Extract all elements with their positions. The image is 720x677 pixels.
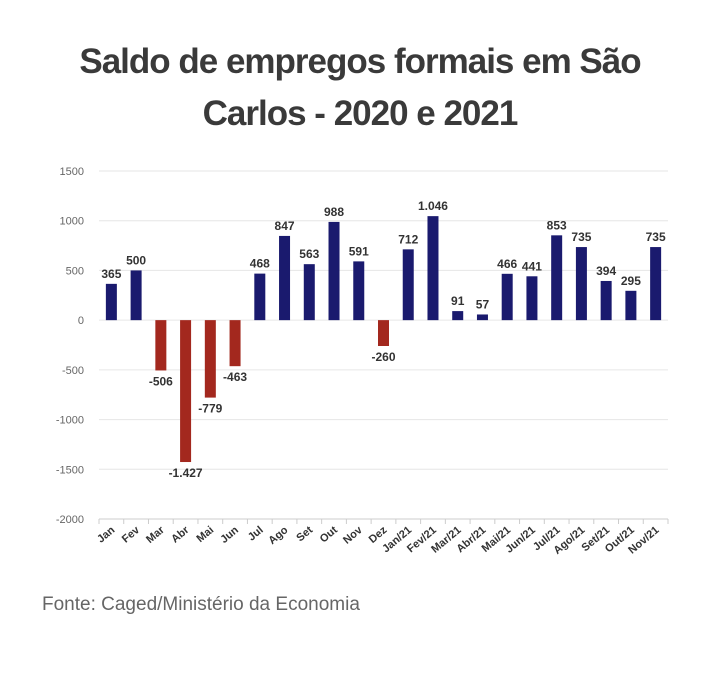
bars <box>105 216 662 463</box>
x-tick-label: Set <box>294 524 315 544</box>
data-label: 468 <box>250 257 270 271</box>
chart-title: Saldo de empregos formais em São Carlos … <box>79 42 641 133</box>
bar-set <box>303 264 315 321</box>
bar-abr-21 <box>476 314 488 321</box>
data-label: 394 <box>596 264 616 278</box>
x-tick-label: Jan <box>95 524 117 546</box>
bar-ago <box>279 235 291 321</box>
data-label: -779 <box>198 402 222 416</box>
x-tick-label: Fev <box>120 524 143 546</box>
bar-nov-21 <box>650 247 662 321</box>
data-label: 441 <box>522 259 542 273</box>
bar-jun <box>229 320 241 367</box>
data-label: -260 <box>371 350 395 364</box>
data-label: 500 <box>126 253 146 267</box>
x-tick-label: Mar <box>144 524 167 546</box>
y-tick-label: 1000 <box>60 216 84 228</box>
data-label: 591 <box>349 244 369 258</box>
data-label: 466 <box>497 257 517 271</box>
data-label: 712 <box>398 232 418 246</box>
data-label: 295 <box>621 274 641 288</box>
bar-jan-21 <box>402 249 414 321</box>
data-label: 563 <box>299 247 319 261</box>
data-label: 91 <box>451 294 465 308</box>
y-tick-label: -1500 <box>56 464 84 476</box>
bar-jul <box>254 273 266 321</box>
x-tick-label: Ago <box>266 524 290 547</box>
bar-nov <box>353 261 365 321</box>
bar-mar <box>155 320 167 371</box>
data-label: 365 <box>101 267 121 281</box>
bar-dez <box>378 320 389 346</box>
data-label: 735 <box>646 230 666 244</box>
bar-fev-21 <box>427 216 439 321</box>
x-tick-label: Abr <box>169 524 192 546</box>
x-tick-label: Mai <box>194 524 216 545</box>
x-tick-label: Jun <box>218 524 241 546</box>
bar-set-21 <box>600 280 612 321</box>
bar-mar-21 <box>452 311 464 321</box>
bar-jun-21 <box>526 276 538 321</box>
y-tick-label: -500 <box>62 365 84 377</box>
data-label: 1.046 <box>418 199 448 213</box>
bar-out <box>328 221 340 321</box>
x-tick-label: Jul <box>246 524 266 543</box>
bar-fev <box>130 270 142 321</box>
data-label: 853 <box>547 218 567 232</box>
y-tick-label: -1000 <box>56 415 84 427</box>
y-tick-label: -2000 <box>56 514 84 526</box>
bar-out-21 <box>625 290 637 321</box>
data-label: -1.427 <box>169 466 203 480</box>
bar-mai <box>204 320 216 398</box>
data-label: -506 <box>149 374 173 388</box>
data-labels: 365 500 -506 -1.427 -779 -463 468 847 563 988 591 -… <box>101 199 666 480</box>
y-axis-ticks: 1500 1000 500 0 -500 -1000 -1500 -2000 <box>56 166 84 526</box>
bar-ago-21 <box>575 247 587 321</box>
y-tick-label: 1500 <box>60 166 84 178</box>
bar-jul-21 <box>551 235 563 321</box>
data-label: 57 <box>476 297 490 311</box>
bar-jan <box>105 283 117 321</box>
data-label: -463 <box>223 370 247 384</box>
data-label: 988 <box>324 205 344 219</box>
x-tick-label: Nov <box>341 524 365 547</box>
data-label: 735 <box>571 230 591 244</box>
x-axis-ticks: Jan Fev Mar Abr Mai Jun Jul Ago Set Out Nov DezJan/… <box>95 519 669 557</box>
bar-abr <box>180 320 192 463</box>
source-note: Fonte: Caged/Ministério da Economia <box>42 594 360 615</box>
data-label: 847 <box>275 219 295 233</box>
x-tick-label: Out <box>318 524 340 546</box>
y-tick-label: 500 <box>66 265 84 277</box>
bar-mai-21 <box>501 273 513 321</box>
y-tick-label: 0 <box>78 315 84 327</box>
